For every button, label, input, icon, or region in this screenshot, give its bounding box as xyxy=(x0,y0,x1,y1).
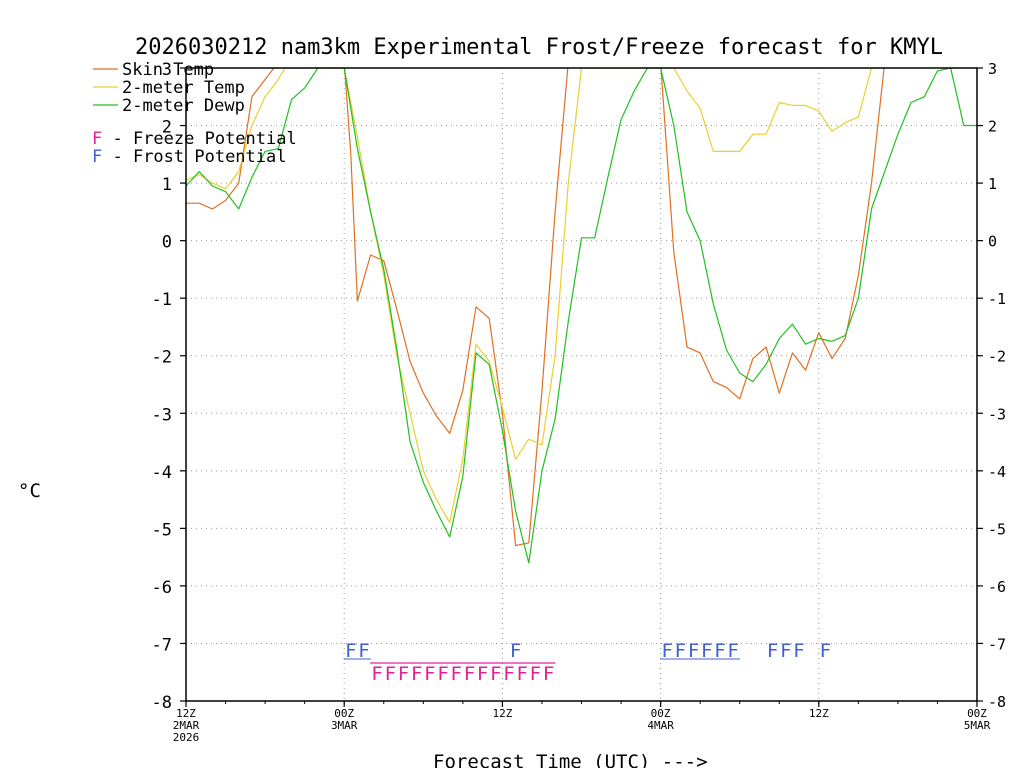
y-tick-label-left: -6 xyxy=(152,578,172,598)
y-tick-label-right: -1 xyxy=(988,290,1006,308)
x-tick-label: 3MAR xyxy=(331,719,358,732)
chart-title: 2026030212 nam3km Experimental Frost/Fre… xyxy=(135,35,943,60)
y-tick-label-left: -5 xyxy=(152,520,172,540)
series-line-2-meter-dewp xyxy=(186,68,977,564)
y-tick-label-left: -8 xyxy=(152,693,172,713)
freeze-flag: F xyxy=(490,663,501,685)
frost-flag: F xyxy=(714,640,725,662)
y-tick-label-right: 0 xyxy=(988,233,997,251)
freeze-flag: F xyxy=(530,663,541,685)
legend-label-skin: Skin Temp xyxy=(122,60,214,80)
y-tick-label-right: -3 xyxy=(988,405,1006,423)
y-tick-label-right: 1 xyxy=(988,175,997,193)
frost-flag: F xyxy=(820,640,831,662)
freeze-flag: F xyxy=(437,663,448,685)
y-ticks-right: -8 -7 -6 -5 -4 -3 -2 -1 0 1 2 3 xyxy=(977,60,1006,711)
frost-flag: F xyxy=(780,640,791,662)
freeze-flag: F xyxy=(503,663,514,685)
legend-freeze-potential: F - Freeze Potential xyxy=(92,129,297,149)
y-tick-label-right: 3 xyxy=(988,60,997,78)
y-tick-label-left: 1 xyxy=(162,175,172,195)
y-tick-label-left: 2 xyxy=(162,118,172,138)
x-axis-label: Forecast Time (UTC) ---> xyxy=(433,751,708,768)
y-tick-label-right: 2 xyxy=(988,118,997,136)
frost-flag: F xyxy=(727,640,738,662)
plot-frame xyxy=(185,67,978,702)
y-tick-label-right: -5 xyxy=(988,520,1006,538)
x-tick-label: 00Z xyxy=(651,707,671,720)
y-tick-label-right: -6 xyxy=(988,578,1006,596)
freeze-flag: F xyxy=(477,663,488,685)
x-tick-label: 12Z xyxy=(809,707,829,720)
freeze-flag: F xyxy=(543,663,554,685)
freeze-flag: F xyxy=(385,663,396,685)
y-tick-label-right: -2 xyxy=(988,348,1006,366)
y-ticks-left: -8 -7 -6 -5 -4 -3 -2 -1 0 1 2 3 xyxy=(152,60,186,713)
y-tick-label-left: -7 xyxy=(152,635,172,655)
legend-label-2m-dewp: 2-meter Dewp xyxy=(122,96,245,116)
frost-flag: F xyxy=(675,640,686,662)
grid xyxy=(186,68,977,701)
frost-flag: F xyxy=(767,640,778,662)
series-line-skin-temp xyxy=(186,68,885,547)
y-tick-label-left: 3 xyxy=(162,60,172,80)
y-tick-label-right: -8 xyxy=(988,693,1006,711)
series-line-2-meter-temp xyxy=(186,68,885,524)
y-axis-label: °C xyxy=(18,480,41,502)
series-layer xyxy=(186,68,977,564)
x-tick-label: 12Z xyxy=(492,707,512,720)
freeze-flag: F xyxy=(516,663,527,685)
freeze-flag: F xyxy=(371,663,382,685)
x-tick-label: 00Z xyxy=(334,707,354,720)
freeze-flag: F xyxy=(464,663,475,685)
y-tick-label-left: -1 xyxy=(152,290,172,310)
legend: Skin Temp 2-meter Temp 2-meter Dewp F - … xyxy=(92,60,297,167)
x-tick-label: 4MAR xyxy=(647,719,674,732)
x-tick-label: 5MAR xyxy=(964,719,991,732)
freeze-flag: F xyxy=(451,663,462,685)
legend-frost-potential: F - Frost Potential xyxy=(92,147,286,167)
frost-flag: F xyxy=(793,640,804,662)
frost-flag: F xyxy=(345,640,356,662)
freeze-flag: F xyxy=(398,663,409,685)
flags-layer: F F F F F F F F F F F F FF F F F F F F F F F F F F F xyxy=(343,640,831,685)
x-tick-label: 2MAR xyxy=(173,719,200,732)
frost-flag: F xyxy=(510,640,521,662)
x-tick-label: 00Z xyxy=(967,707,987,720)
y-tick-label-left: 0 xyxy=(162,233,172,253)
y-tick-label-left: -4 xyxy=(152,463,172,483)
frost-flag: F xyxy=(688,640,699,662)
y-tick-label-right: -4 xyxy=(988,463,1006,481)
y-tick-label-left: -3 xyxy=(152,405,172,425)
frost-flag: F xyxy=(701,640,712,662)
y-tick-label-right: -7 xyxy=(988,635,1006,653)
x-tick-label: 12Z xyxy=(176,707,196,720)
y-tick-label-left: -2 xyxy=(152,348,172,368)
frost-flag: F xyxy=(358,640,369,662)
freeze-flag: F xyxy=(411,663,422,685)
legend-label-2m-temp: 2-meter Temp xyxy=(122,78,245,98)
freeze-flag: F xyxy=(424,663,435,685)
x-tick-label: 2026 xyxy=(173,731,200,744)
frost-flag: F xyxy=(661,640,672,662)
